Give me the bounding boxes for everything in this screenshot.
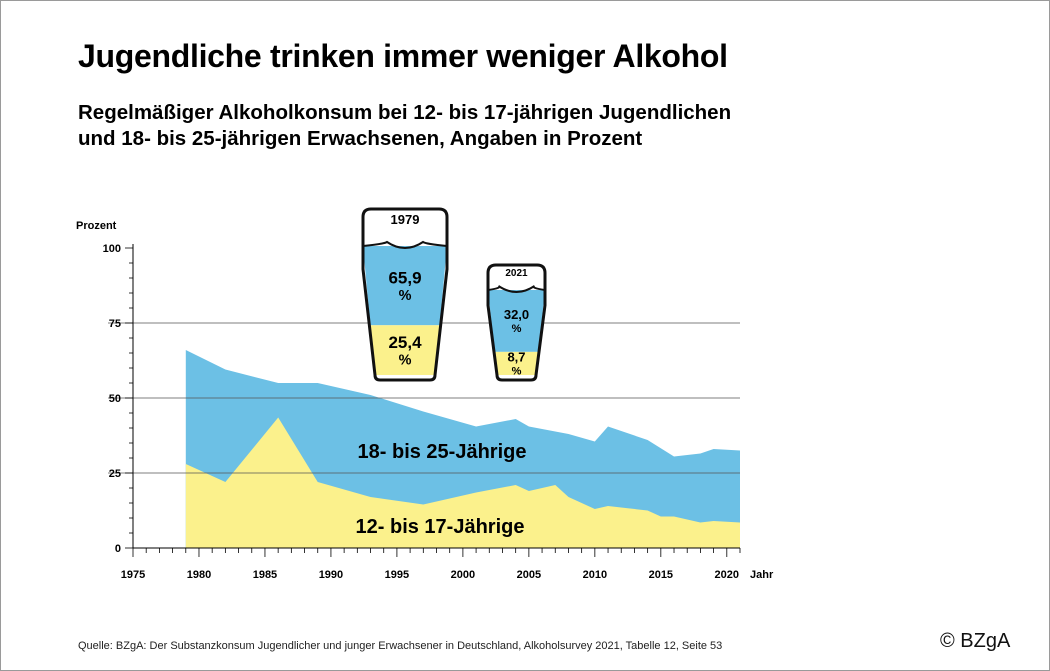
area-series-youth	[185, 417, 741, 548]
y-axis-title: Prozent	[76, 220, 117, 232]
glass-youth-value: 8,7	[507, 349, 525, 364]
y-tick-label: 100	[103, 243, 121, 255]
x-tick-label: 2005	[517, 569, 541, 581]
data-areas	[185, 350, 741, 548]
axes: 0 25 50 75 100 Prozent 1975 1980 1985 1990 1995 200…	[76, 220, 774, 581]
x-tick-label: 1975	[121, 569, 145, 581]
x-tick-label: 2020	[715, 569, 739, 581]
glass-adults-fill	[363, 246, 447, 326]
glass-youth-fill	[494, 351, 539, 375]
glass-adults-value: 65,9	[388, 269, 421, 288]
subtitle-line-1: Regelmäßiger Alkoholkonsum bei 12- bis 1…	[78, 101, 732, 124]
glass-year-label: 1979	[391, 212, 420, 227]
glass-foam-line	[487, 285, 546, 293]
glass-youth-fill	[370, 325, 440, 375]
series-labels: 18- bis 25-Jährige 12- bis 17-Jährige	[356, 441, 527, 538]
copyright-notice: © BZgA	[940, 630, 1011, 652]
x-axis-title: Jahr	[750, 569, 774, 581]
x-tick-label: 2000	[451, 569, 475, 581]
glass-foam-line	[362, 240, 448, 249]
glass-outline	[361, 207, 449, 382]
x-tick-label: 2010	[583, 569, 607, 581]
x-tick-label: 1995	[385, 569, 409, 581]
y-tick-label: 25	[109, 468, 121, 480]
glass-adults-value: 32,0	[504, 307, 529, 322]
glass-adults-fill	[488, 290, 545, 352]
glass-outline	[486, 263, 547, 382]
chart-title: Jugendliche trinken immer weniger Alkoho…	[78, 38, 728, 74]
x-tick-label: 1990	[319, 569, 343, 581]
source-note: Quelle: BZgA: Der Substanzkonsum Jugendl…	[78, 640, 723, 652]
x-tick-label: 2015	[649, 569, 673, 581]
y-tick-label: 50	[109, 393, 121, 405]
glass-youth-unit: %	[512, 365, 522, 377]
series-label-adults: 18- bis 25-Jährige	[358, 441, 527, 463]
y-tick-label: 75	[109, 318, 121, 330]
glass-adults-unit: %	[399, 288, 412, 304]
x-tick-label: 1985	[253, 569, 277, 581]
chart-subtitle: Regelmäßiger Alkoholkonsum bei 12- bis 1…	[78, 100, 731, 152]
y-tick-label: 0	[115, 543, 121, 555]
glass-year-label: 2021	[505, 268, 528, 279]
glass-youth-unit: %	[399, 353, 412, 369]
series-label-youth: 12- bis 17-Jährige	[356, 516, 525, 538]
glass-youth-value: 25,4	[388, 333, 422, 352]
subtitle-line-2: und 18- bis 25-jährigen Erwachsenen, Ang…	[78, 127, 643, 150]
x-tick-label: 1980	[187, 569, 211, 581]
glass-adults-unit: %	[512, 323, 522, 335]
